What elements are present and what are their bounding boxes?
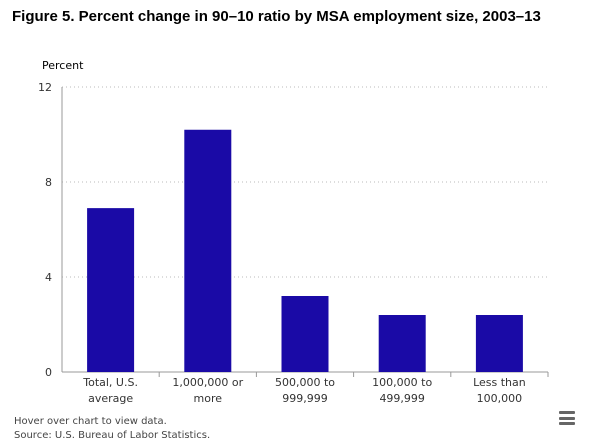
x-tick-label: 499,999 [379, 392, 425, 405]
y-tick-label: 0 [45, 366, 52, 379]
hamburger-menu-icon[interactable] [559, 411, 575, 425]
bar[interactable] [87, 208, 135, 372]
x-tick-label: 1,000,000 or [172, 376, 243, 389]
x-tick-label: more [194, 392, 223, 405]
bar[interactable] [281, 296, 329, 372]
y-tick-label: 4 [45, 271, 52, 284]
chart-title: Figure 5. Percent change in 90–10 ratio … [12, 8, 541, 25]
y-tick-label: 12 [38, 81, 52, 94]
hover-hint: Hover over chart to view data. [14, 416, 167, 427]
y-tick-label: 8 [45, 176, 52, 189]
bar[interactable] [184, 129, 232, 372]
bar[interactable] [378, 315, 426, 372]
bar[interactable] [475, 315, 523, 372]
x-tick-label: 100,000 [477, 392, 523, 405]
y-axis-label: Percent [42, 59, 84, 72]
x-tick-label: Less than [473, 376, 526, 389]
x-tick-label: 100,000 to [372, 376, 432, 389]
source-note: Source: U.S. Bureau of Labor Statistics. [14, 430, 211, 441]
x-tick-label: average [88, 392, 133, 405]
x-tick-label: Total, U.S. [82, 376, 138, 389]
x-tick-label: 500,000 to [275, 376, 335, 389]
x-tick-label: 999,999 [282, 392, 328, 405]
